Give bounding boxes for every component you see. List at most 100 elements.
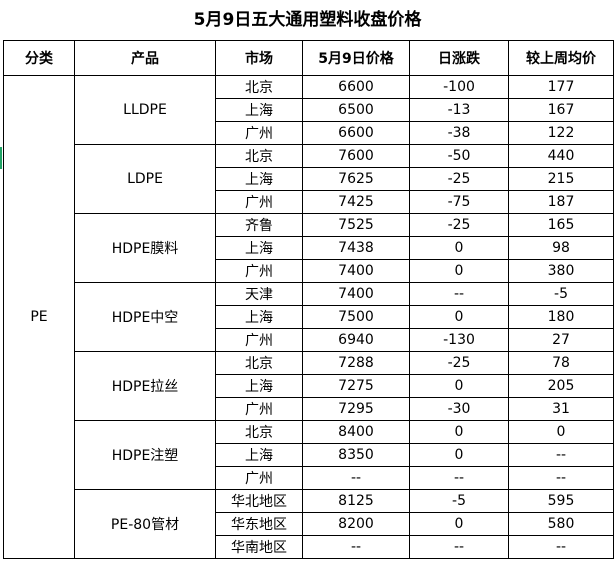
- weekly-change-cell: 31: [508, 397, 614, 421]
- row-selection-marker: [0, 147, 2, 169]
- market-cell: 广州: [215, 466, 303, 490]
- daily-change-cell: -75: [409, 190, 509, 214]
- header-product: 产品: [74, 40, 216, 76]
- product-cell: LLDPE: [74, 75, 216, 145]
- market-cell: 上海: [215, 443, 303, 467]
- table-row: 上海 7438 0 98: [4, 236, 614, 260]
- table-row: PE-80管材 华北地区 8125 -5 595: [4, 489, 614, 559]
- table-row: 广州 6600 -38 122: [4, 121, 614, 145]
- daily-change-cell: -25: [409, 167, 509, 191]
- product-cell: PE-80管材: [74, 489, 216, 559]
- header-weekly-change: 较上周均价: [508, 40, 614, 76]
- table-row: 广州 7425 -75 187: [4, 190, 614, 214]
- price-cell: 7288: [302, 351, 410, 375]
- category-cell: PE: [3, 75, 75, 559]
- price-cell: 7295: [302, 397, 410, 421]
- daily-change-cell: -5: [409, 489, 509, 513]
- market-cell: 广州: [215, 328, 303, 352]
- product-cell: HDPE膜料: [74, 213, 216, 283]
- market-cell: 上海: [215, 305, 303, 329]
- price-cell: 8200: [302, 512, 410, 536]
- weekly-change-cell: --: [508, 466, 614, 490]
- price-cell: 7425: [302, 190, 410, 214]
- weekly-change-cell: --: [508, 443, 614, 467]
- price-cell: 7525: [302, 213, 410, 237]
- header-market: 市场: [215, 40, 303, 76]
- product-cell: HDPE注塑: [74, 420, 216, 490]
- market-cell: 华南地区: [215, 535, 303, 559]
- daily-change-cell: 0: [409, 443, 509, 467]
- weekly-change-cell: 122: [508, 121, 614, 145]
- price-cell: 7500: [302, 305, 410, 329]
- weekly-change-cell: 98: [508, 236, 614, 260]
- market-cell: 天津: [215, 282, 303, 306]
- daily-change-cell: -50: [409, 144, 509, 168]
- daily-change-cell: -100: [409, 75, 509, 99]
- table-row: 上海 6500 -13 167: [4, 98, 614, 122]
- market-cell: 北京: [215, 144, 303, 168]
- market-cell: 北京: [215, 75, 303, 99]
- market-cell: 广州: [215, 190, 303, 214]
- price-cell: 7400: [302, 259, 410, 283]
- table-row: HDPE拉丝 北京 7288 -25 78: [4, 351, 614, 421]
- table-row: LDPE 北京 7600 -50 440: [4, 144, 614, 214]
- daily-change-cell: -25: [409, 351, 509, 375]
- market-cell: 北京: [215, 351, 303, 375]
- price-cell: 8350: [302, 443, 410, 467]
- market-cell: 北京: [215, 420, 303, 444]
- header-price: 5月9日价格: [302, 40, 410, 76]
- header-row: 分类 产品 市场 5月9日价格 日涨跌 较上周均价: [3, 40, 614, 76]
- header-daily-change: 日涨跌: [409, 40, 509, 76]
- daily-change-cell: --: [409, 466, 509, 490]
- product-cell: HDPE中空: [74, 282, 216, 352]
- daily-change-cell: 0: [409, 259, 509, 283]
- weekly-change-cell: --: [508, 535, 614, 559]
- daily-change-cell: -25: [409, 213, 509, 237]
- weekly-change-cell: 580: [508, 512, 614, 536]
- market-cell: 上海: [215, 374, 303, 398]
- price-cell: 6600: [302, 121, 410, 145]
- daily-change-cell: 0: [409, 374, 509, 398]
- daily-change-cell: 0: [409, 512, 509, 536]
- table-row: HDPE中空 天津 7400 -- -5: [4, 282, 614, 352]
- weekly-change-cell: 205: [508, 374, 614, 398]
- price-cell: 6940: [302, 328, 410, 352]
- market-cell: 上海: [215, 236, 303, 260]
- price-cell: 6600: [302, 75, 410, 99]
- price-table: 分类 产品 市场 5月9日价格 日涨跌 较上周均价 PE LLDPE 北京 6600-…: [3, 40, 614, 559]
- page-title: 5月9日五大通用塑料收盘价格: [193, 10, 422, 30]
- weekly-change-cell: 595: [508, 489, 614, 513]
- table-row: 上海 8350 0 --: [4, 443, 614, 467]
- daily-change-cell: 0: [409, 420, 509, 444]
- weekly-change-cell: 165: [508, 213, 614, 237]
- price-cell: 7275: [302, 374, 410, 398]
- daily-change-cell: -38: [409, 121, 509, 145]
- table-row: PE LLDPE 北京 6600 -100 177: [3, 75, 614, 559]
- weekly-change-cell: 187: [508, 190, 614, 214]
- market-cell: 华东地区: [215, 512, 303, 536]
- market-cell: 齐鲁: [215, 213, 303, 237]
- price-cell: 8400: [302, 420, 410, 444]
- daily-change-cell: -30: [409, 397, 509, 421]
- weekly-change-cell: 177: [508, 75, 614, 99]
- weekly-change-cell: 0: [508, 420, 614, 444]
- weekly-change-cell: -5: [508, 282, 614, 306]
- weekly-change-cell: 215: [508, 167, 614, 191]
- price-cell: 7400: [302, 282, 410, 306]
- market-cell: 华北地区: [215, 489, 303, 513]
- header-category: 分类: [3, 40, 75, 76]
- weekly-change-cell: 78: [508, 351, 614, 375]
- market-cell: 广州: [215, 259, 303, 283]
- daily-change-cell: 0: [409, 305, 509, 329]
- table-row: 华南地区 -- -- --: [4, 535, 614, 559]
- table-row: HDPE膜料 齐鲁 7525 -25 165: [4, 213, 614, 283]
- price-cell: 7438: [302, 236, 410, 260]
- daily-change-cell: --: [409, 535, 509, 559]
- price-cell: 7625: [302, 167, 410, 191]
- market-cell: 广州: [215, 121, 303, 145]
- table-row: 上海 7275 0 205: [4, 374, 614, 398]
- price-cell: 7600: [302, 144, 410, 168]
- daily-change-cell: -13: [409, 98, 509, 122]
- table-row: 上海 7625 -25 215: [4, 167, 614, 191]
- price-cell: --: [302, 535, 410, 559]
